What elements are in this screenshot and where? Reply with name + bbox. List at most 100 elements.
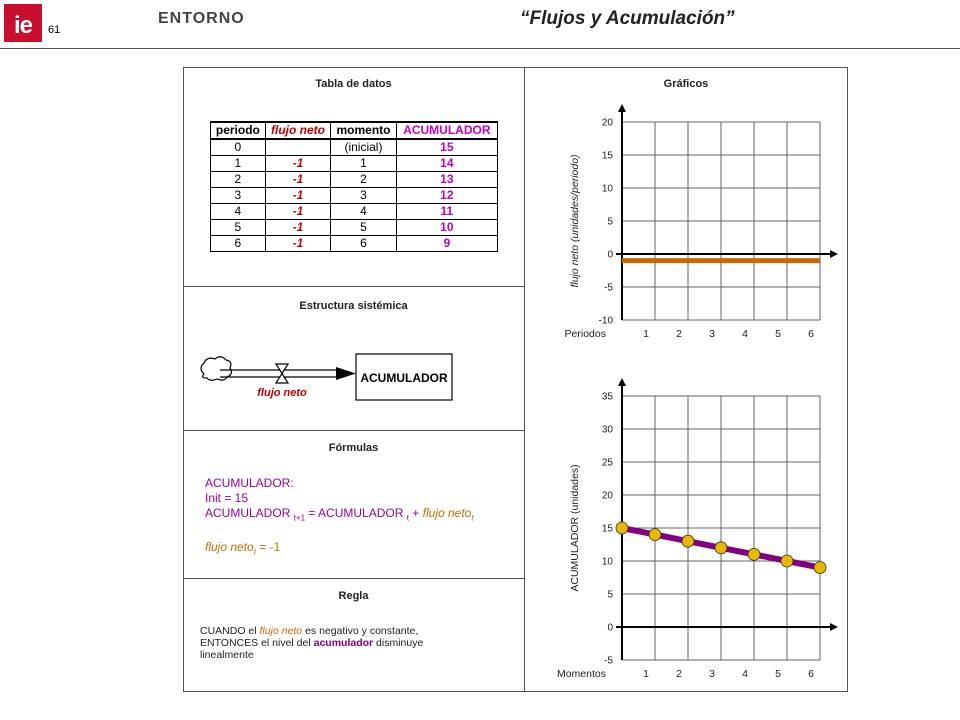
section-title: ENTORNO <box>158 10 245 27</box>
y-tick-label: 10 <box>602 557 614 568</box>
x-axis-label: Periodos <box>565 328 606 340</box>
regla-line-3: linealmente <box>200 649 254 661</box>
cell-momento: (inicial) <box>330 138 397 156</box>
cell-acumulador: 11 <box>395 203 499 220</box>
cell-periodo: 0 <box>210 138 266 156</box>
cell-periodo: 3 <box>210 187 266 204</box>
y-axis-arrow-icon <box>618 104 626 112</box>
x-tick-label: 3 <box>709 328 715 340</box>
divider-estructura <box>183 430 524 431</box>
x-tick-label: 5 <box>775 668 781 680</box>
estructura-title: Estructura sistémica <box>299 300 408 312</box>
formula-block: ACUMULADOR: Init = 15 ACUMULADOR t+1 = A… <box>205 476 520 560</box>
stock-box <box>355 353 453 401</box>
data-point <box>681 534 695 548</box>
vertical-divider <box>524 67 525 692</box>
regla-line-2: ENTONCES el nivel del acumulador disminu… <box>200 637 518 649</box>
regla-line-1: CUANDO el flujo neto es negativo y const… <box>200 625 518 637</box>
formula-line-3: ACUMULADOR t+1 = ACUMULADOR t + flujo ne… <box>205 506 520 525</box>
y-axis-arrow-icon <box>618 378 626 386</box>
formula-sub: t <box>471 513 474 523</box>
data-point <box>648 528 662 542</box>
x-tick-label: 2 <box>676 328 682 340</box>
content-frame <box>183 67 848 692</box>
divider-formulas <box>183 578 524 579</box>
page-title: “Flujos y Acumulación” <box>520 8 735 29</box>
y-tick-label: 0 <box>607 250 613 261</box>
x-tick-label: 2 <box>676 668 682 680</box>
cell-periodo: 4 <box>210 203 266 220</box>
regla-acumulador: acumulador <box>313 637 374 649</box>
cell-acumulador: 14 <box>395 155 499 172</box>
x-tick-label: 4 <box>742 328 748 340</box>
x-tick-label: 6 <box>808 668 814 680</box>
y-tick-label: 20 <box>602 491 614 502</box>
valve-icon <box>274 363 290 375</box>
y-tick-label: 5 <box>607 217 613 228</box>
formula-line-4: flujo netot = -1 <box>205 540 520 559</box>
cell-momento: 5 <box>330 219 397 236</box>
y-tick-label: 25 <box>602 458 614 469</box>
table-header-row: periodo flujo neto momento ACUMULADOR <box>210 121 499 140</box>
table-row: 4 -1 4 11 <box>210 203 499 220</box>
cell-flujo: -1 <box>264 171 332 188</box>
cell-momento: 4 <box>330 203 397 220</box>
cell-flujo: -1 <box>264 219 332 236</box>
chart-flujo-neto: -10 -5 0 5 10 15 20 1 2 3 4 5 6 Periodos flujo neto (u… <box>565 104 838 340</box>
y-axis-label: flujo neto (unidades/periodo) <box>569 154 581 287</box>
formula-sub: t <box>406 513 409 523</box>
formula-flujo: flujo neto <box>422 506 472 520</box>
x-tick-label: 5 <box>775 328 781 340</box>
cell-flujo: -1 <box>264 187 332 204</box>
data-point <box>714 541 728 555</box>
x-axis-arrow-icon <box>830 250 838 258</box>
table-row: 0 (inicial) 15 <box>210 138 499 156</box>
regla-title: Regla <box>338 590 369 602</box>
x-axis-arrow-icon <box>830 623 838 631</box>
x-tick-label: 3 <box>709 668 715 680</box>
cell-acumulador: 10 <box>395 219 499 236</box>
stock-flow-diagram: flujo neto ACUMULADOR <box>200 353 453 401</box>
x-tick-label: 1 <box>643 328 649 340</box>
y-tick-label: 0 <box>607 623 613 634</box>
formula-value: = -1 <box>255 540 281 555</box>
cell-flujo: -1 <box>264 203 332 220</box>
regla-fragment: disminuye <box>373 637 424 649</box>
cell-acumulador: 12 <box>395 187 499 204</box>
slide-number: 61 <box>48 24 61 36</box>
formula-acum: ACUMULADOR <box>205 506 294 520</box>
x-tick-label: 4 <box>742 668 748 680</box>
cell-acumulador: 15 <box>395 138 499 156</box>
data-point <box>747 547 761 561</box>
flow-arrow-icon <box>336 367 356 380</box>
formula-acum: = ACUMULADOR <box>305 506 407 520</box>
y-tick-label: 5 <box>607 590 613 601</box>
cell-momento: 2 <box>330 171 397 188</box>
cell-acumulador: 13 <box>395 171 499 188</box>
formula-flujo: flujo neto <box>205 540 254 555</box>
formula-sub: t <box>253 547 256 557</box>
y-tick-label: -5 <box>604 283 613 294</box>
cell-periodo: 5 <box>210 219 266 236</box>
y-tick-label: -10 <box>599 316 614 327</box>
header-periodo: periodo <box>210 121 266 140</box>
cell-acumulador: 9 <box>395 235 499 252</box>
divider-tabla <box>183 286 524 287</box>
cloud-icon <box>200 356 233 381</box>
regla-text: CUANDO el flujo neto es negativo y const… <box>200 625 518 661</box>
cell-momento: 6 <box>330 235 397 252</box>
table-row: 5 -1 5 10 <box>210 219 499 236</box>
stock-label: ACUMULADOR <box>360 371 448 385</box>
y-tick-label: 30 <box>602 425 614 436</box>
y-tick-label: -5 <box>604 656 613 667</box>
regla-fragment: es negativo y constante, <box>302 625 419 637</box>
formula-sub: t+1 <box>293 513 306 523</box>
data-point <box>615 521 629 535</box>
x-tick-label: 1 <box>643 668 649 680</box>
ie-logo: ie <box>4 4 42 42</box>
table-row: 2 -1 2 13 <box>210 171 499 188</box>
chart-acumulador: -5 0 5 10 15 20 25 30 35 1 2 3 4 5 6 Momentos ACUMULADOR… <box>557 378 838 680</box>
cell-flujo <box>264 138 332 156</box>
flow-label: flujo neto <box>257 387 307 399</box>
y-tick-label: 10 <box>602 184 614 195</box>
